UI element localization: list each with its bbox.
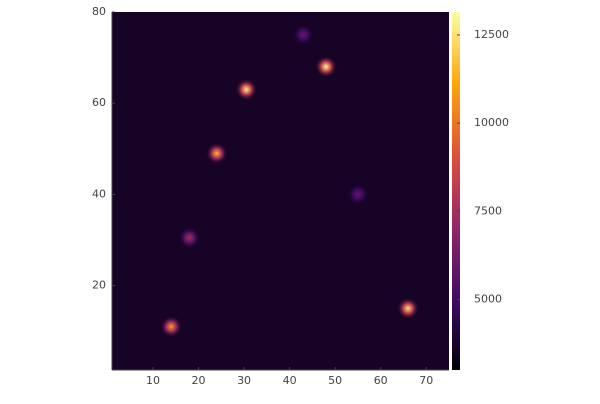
source: [397, 297, 420, 320]
x-tick-label: 30: [237, 374, 251, 387]
x-tick-label: 60: [374, 374, 388, 387]
colorbar-tick-label: 7500: [474, 204, 502, 217]
source: [315, 55, 338, 78]
y-tick-label: 40: [92, 187, 106, 200]
x-tick-label: 40: [283, 374, 297, 387]
x-tick-label: 50: [328, 374, 342, 387]
y-tick-label: 60: [92, 96, 106, 109]
x-tick-label: 70: [419, 374, 433, 387]
colorbar-tick-label: 10000: [474, 116, 509, 129]
source: [292, 23, 315, 46]
colorbar-tick-label: 5000: [474, 292, 502, 305]
source: [346, 183, 369, 206]
source: [178, 226, 201, 249]
colorbar: [452, 12, 460, 370]
x-tick-label: 20: [192, 374, 206, 387]
x-tick-label: 10: [146, 374, 160, 387]
source: [205, 142, 228, 165]
source: [235, 78, 258, 101]
heatmap-background: [112, 12, 449, 370]
y-tick-label: 80: [92, 5, 106, 18]
colorbar-tick-label: 12500: [474, 28, 509, 41]
source: [160, 315, 183, 338]
y-tick-label: 20: [92, 279, 106, 292]
